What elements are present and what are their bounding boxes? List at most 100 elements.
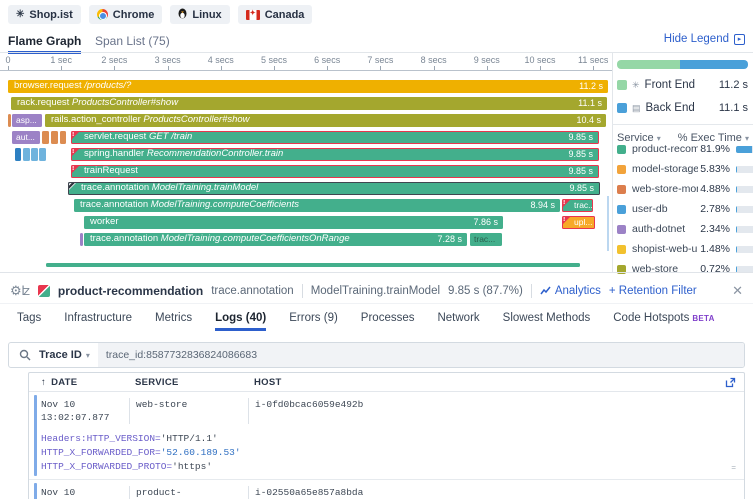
flame-span[interactable]: rails.action_controller ProductsControll…: [45, 114, 606, 127]
flame-span[interactable]: [23, 148, 30, 161]
detail-tab-processes[interactable]: Processes: [361, 312, 415, 324]
flame-span[interactable]: trac...!: [562, 199, 593, 212]
flame-span[interactable]: [80, 233, 83, 246]
log-message: Headers:HTTP_VERSION='HTTP/1.1' HTTP_X_FO…: [41, 432, 744, 474]
legend-color-swatch: [617, 103, 627, 113]
flame-scrollbar[interactable]: [607, 196, 609, 251]
analytics-link[interactable]: Analytics: [540, 285, 601, 297]
flame-span-label: browser.request /products/?: [8, 80, 131, 92]
service-name: web-store: [632, 263, 698, 275]
flame-span-duration: 7.86 s: [473, 216, 498, 228]
service-row-web-store[interactable]: web-store0.72%: [617, 261, 750, 277]
flame-span-duration: 9.85 s: [568, 149, 593, 159]
service-row-product-recom-[interactable]: product-recom...81.9%: [617, 141, 750, 157]
flame-span[interactable]: [39, 148, 46, 161]
flame-span[interactable]: [60, 131, 66, 144]
log-severity-bar: [34, 483, 37, 499]
service-exec-pct: 1.48%: [698, 243, 730, 255]
open-in-new-icon[interactable]: [725, 377, 736, 391]
detail-span-type: trace.annotation: [211, 285, 293, 297]
log-host: i-0fd0bcac6059e492b: [248, 398, 363, 424]
error-triangle-icon: !: [562, 216, 571, 225]
service-color-swatch: [617, 225, 626, 234]
flame-span[interactable]: trace.annotation ModelTraining.computeCo…: [84, 233, 467, 246]
search-field-selector[interactable]: Trace ID: [39, 349, 82, 361]
flame-span[interactable]: worker 7.86 s: [84, 216, 503, 229]
flame-span-duration: 9.85 s: [569, 183, 594, 193]
log-search-bar[interactable]: Trace ID ▾ trace_id:8587732836824086683: [8, 342, 745, 368]
flame-span-label: trainRequest: [72, 166, 138, 176]
detail-tab-network[interactable]: Network: [437, 312, 479, 324]
detail-tab-code-hotspots[interactable]: Code HotspotsBETA: [613, 312, 714, 324]
date-column-header[interactable]: ↑DATE: [41, 377, 135, 388]
detail-tab-metrics[interactable]: Metrics: [155, 312, 192, 324]
service-row-model-storage[interactable]: model-storage5.83%: [617, 161, 750, 177]
close-icon[interactable]: ✕: [732, 283, 743, 299]
service-row-user-db[interactable]: user-db2.78%: [617, 201, 750, 217]
detail-tab-logs-40-[interactable]: Logs (40): [215, 312, 266, 324]
log-entry[interactable]: Nov 10 13:02:07.877web-storei-0fd0bcac60…: [29, 392, 744, 479]
collapse-panel-icon: ▸: [734, 34, 745, 45]
search-query-input[interactable]: trace_id:8587732836824086683: [98, 343, 744, 367]
log-severity-bar: [34, 395, 37, 476]
log-service: product-recommendation: [129, 486, 248, 499]
service-exec-pct: 2.78%: [698, 203, 730, 215]
flame-span[interactable]: servlet.request GET /train9.85 s!: [71, 131, 599, 144]
detail-tab-infrastructure[interactable]: Infrastructure: [64, 312, 132, 324]
legend-item-front-end[interactable]: ✳Front End11.2 s: [617, 78, 748, 92]
flame-span[interactable]: [8, 114, 11, 127]
legend-duration: 11.1 s: [719, 102, 748, 114]
log-message-line: Headers:HTTP_VERSION='HTTP/1.1': [41, 432, 744, 446]
detail-operation: ModelTraining.trainModel: [311, 285, 440, 297]
flame-span[interactable]: trac...: [470, 233, 502, 246]
flame-span[interactable]: aut...: [12, 131, 40, 144]
detail-service-name: product-recommendation: [58, 284, 203, 298]
flame-span[interactable]: [42, 131, 49, 144]
flame-span-duration: 7.28 s: [437, 233, 462, 245]
flame-span[interactable]: upl...!: [562, 216, 595, 229]
host-column-header[interactable]: HOST: [254, 377, 282, 388]
detail-tab-errors-9-[interactable]: Errors (9): [289, 312, 338, 324]
detail-tab-slowest-methods[interactable]: Slowest Methods: [503, 312, 591, 324]
divider: [302, 284, 303, 298]
flame-span[interactable]: [46, 263, 580, 267]
hide-legend-link[interactable]: Hide Legend ▸: [664, 33, 745, 45]
error-triangle-icon: !: [71, 148, 80, 157]
flame-span[interactable]: [31, 148, 38, 161]
panel-divider: [0, 272, 753, 273]
flame-span[interactable]: trace.annotation ModelTraining.computeCo…: [74, 199, 560, 212]
flame-graph: browser.request /products/?11.2 s rack.re…: [0, 0, 612, 272]
gears-icon: ⚙ʫ: [10, 283, 30, 299]
log-entry[interactable]: Nov 10 13:02:08.000product-recommendatio…: [29, 479, 744, 499]
service-row-shopist-web-ui[interactable]: shopist-web-ui1.48%: [617, 241, 750, 257]
service-column-header[interactable]: SERVICE: [135, 377, 254, 388]
resize-handle-icon[interactable]: =: [731, 464, 736, 473]
log-attr-value: 'HTTP/1.1': [161, 433, 218, 444]
flame-span-label: trace.annotation ModelTraining.computeCo…: [74, 199, 299, 211]
flame-span-label: worker: [84, 216, 119, 228]
flame-span-label: trace.annotation ModelTraining.computeCo…: [84, 233, 350, 245]
apm-trace-view: ✳Shop.istChromeLinux✦Canada Flame Graph …: [0, 0, 753, 499]
service-row-web-store-mon-[interactable]: web-store-mon...4.88%: [617, 181, 750, 197]
service-color-swatch: [617, 145, 626, 154]
flame-span-duration: 10.4 s: [576, 114, 601, 126]
flame-span[interactable]: [15, 148, 21, 161]
detail-tab-tags[interactable]: Tags: [17, 312, 41, 324]
flame-span[interactable]: spring.handler RecommendationController.…: [71, 148, 599, 161]
flame-span[interactable]: trace.annotation ModelTraining.trainMode…: [68, 182, 600, 195]
log-attr-key: HTTP_X_FORWARDED_PROTO=: [41, 461, 172, 472]
flame-span[interactable]: trainRequest9.85 s!: [71, 165, 599, 178]
flame-span[interactable]: [51, 131, 58, 144]
flame-span-duration: 9.85 s: [568, 166, 593, 176]
beta-badge: BETA: [692, 314, 714, 323]
legend-item-back-end[interactable]: ▤Back End11.1 s: [617, 101, 748, 115]
service-error-icon: [38, 285, 50, 297]
retention-filter-link[interactable]: + Retention Filter: [609, 285, 697, 297]
detail-tabs: Tags Infrastructure Metrics Logs (40) Errors…: [17, 312, 715, 324]
flame-span-label: trac...: [470, 233, 495, 245]
flame-span[interactable]: asp...: [12, 114, 42, 127]
search-icon: [19, 349, 31, 361]
service-row-auth-dotnet[interactable]: auth-dotnet2.34%: [617, 221, 750, 237]
flame-span[interactable]: browser.request /products/?11.2 s: [8, 80, 608, 93]
flame-span[interactable]: rack.request ProductsController#show11.1…: [11, 97, 607, 110]
